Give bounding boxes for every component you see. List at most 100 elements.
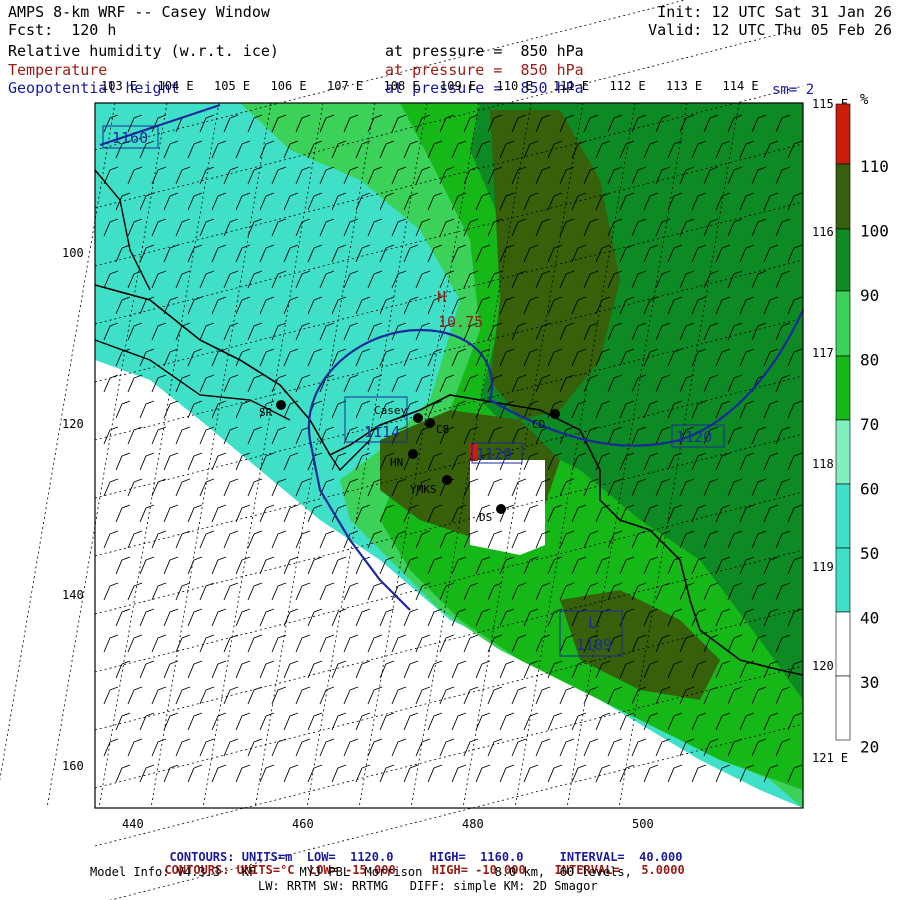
wind-barb [127,634,143,653]
station-dot-c8 [425,418,435,428]
longitude-label: 112 E [610,79,646,93]
wind-barb [403,608,419,627]
wind-barb [319,114,335,133]
wind-barb [631,478,647,497]
wind-barb [775,738,791,757]
wind-barb [271,478,287,497]
wind-barb [295,478,311,497]
wind-barb [547,192,563,211]
wind-barb [235,712,251,731]
wind-barb [139,660,155,679]
parallel-line [94,665,804,847]
wind-barb [499,712,515,731]
wind-barb [619,556,635,575]
wind-barb [391,530,407,549]
wind-barb [355,452,371,471]
wind-barb [655,426,671,445]
wind-barb [595,660,611,679]
wind-barb [667,244,683,263]
wind-barb [595,764,611,783]
wind-barb [415,374,431,393]
wind-barb [487,738,503,757]
wind-barb [499,400,515,419]
grid-x-labels: 440 460 480 500 [122,817,654,831]
wind-barb [451,140,467,159]
wind-barb [175,738,191,757]
colorbar-unit: % [860,92,869,108]
wind-barb [727,634,743,653]
wind-barb [559,686,575,705]
wind-barb [775,374,791,393]
colorbar-label: 70 [860,415,879,434]
wind-barb [499,296,515,315]
colorbar-segment [835,611,851,677]
wind-barb [715,452,731,471]
colorbar-segment [835,290,851,357]
forecast-hour: Fcst: 120 h [8,21,117,39]
wind-barb [223,686,239,705]
wind-barb [535,166,551,185]
wind-barb [535,634,551,653]
wind-barb [643,452,659,471]
wind-barb [115,140,131,159]
wind-barb [727,114,743,133]
wind-barb [115,764,131,783]
footer-geo-low: LOW= 1120.0 [306,850,394,864]
wind-barb [655,582,671,601]
wind-barb [739,192,755,211]
wind-barb [343,582,359,601]
wind-barb [667,764,683,783]
colorbar-label: 80 [860,351,879,370]
wind-barb [463,166,479,185]
wind-barb [127,478,143,497]
wind-barb [631,634,647,653]
wind-barb [151,374,167,393]
wind-barb [439,426,455,445]
wind-barb [391,114,407,133]
wind-barb [511,374,527,393]
wind-barb [295,582,311,601]
field-geo-level: at pressure = 850 hPa [385,79,584,97]
station-dot-sr [276,400,286,410]
wind-barb [607,478,623,497]
wind-barb [391,582,407,601]
coastline-2 [94,169,371,472]
wind-barb [331,296,347,315]
wind-barb [667,296,683,315]
wind-barb [775,270,791,289]
wind-barb [163,400,179,419]
wind-barb [187,296,203,315]
wind-barb [331,192,347,211]
wind-barb [691,764,707,783]
wind-barb [691,556,707,575]
wind-barb [415,114,431,133]
wind-barb [607,634,623,653]
wind-barb [427,764,443,783]
wind-barb [691,348,707,367]
wind-barb [595,556,611,575]
wind-barb [427,348,443,367]
wind-barb [223,634,239,653]
meridian-line [0,102,116,782]
wind-barb [403,764,419,783]
wind-barb [331,660,347,679]
wind-barb [151,686,167,705]
wind-barb [787,504,803,523]
wind-barb [511,738,527,757]
wind-barb [535,582,551,601]
wind-barb [751,634,767,653]
colorbar-label: 90 [860,286,879,305]
wind-barb [571,452,587,471]
wind-barb [295,686,311,705]
wind-barb [151,634,167,653]
wind-barb [475,764,491,783]
station-label-cd: CD [532,418,545,431]
wind-barb [211,296,227,315]
wind-barb [739,296,755,315]
wind-barb [271,114,287,133]
wind-barb [727,270,743,289]
parallel-line [94,549,804,731]
wind-barb [751,478,767,497]
map-title: AMPS 8-km WRF -- Casey Window [8,3,270,21]
wind-barb [139,504,155,523]
